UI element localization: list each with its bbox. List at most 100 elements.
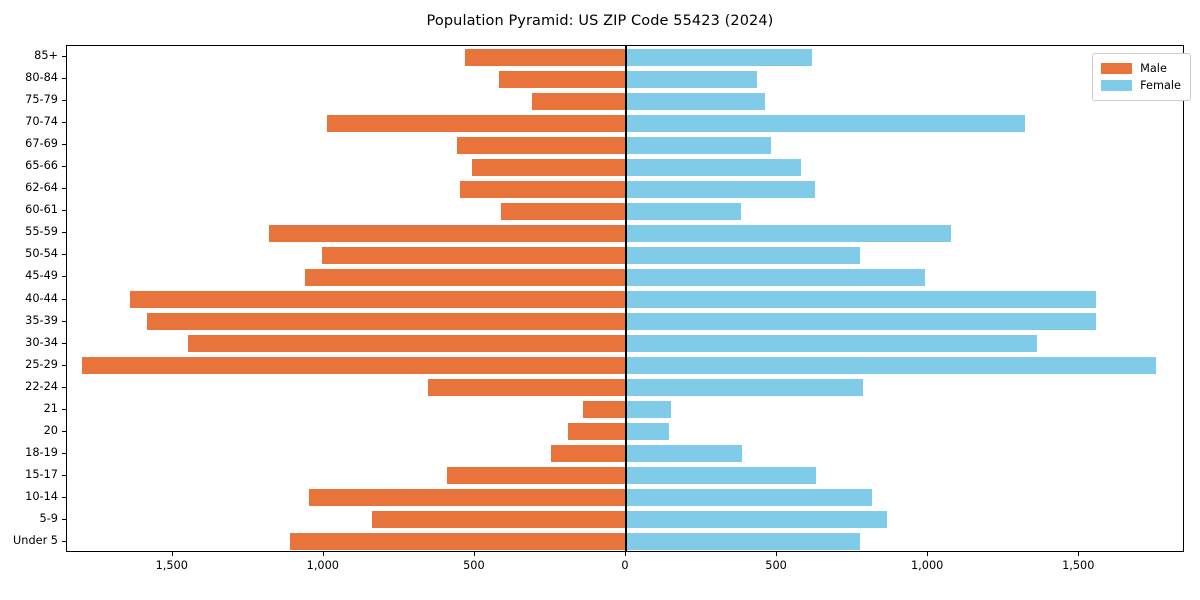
bar-female-15-17 — [626, 467, 817, 485]
y-tick-label-85+: 85+ — [34, 49, 58, 63]
bar-female-Under 5 — [626, 533, 861, 551]
y-tick-label-15-17: 15-17 — [25, 467, 58, 481]
bar-male-Under 5 — [289, 533, 626, 551]
bar-female-75-79 — [626, 92, 765, 110]
bar-male-60-61 — [500, 202, 626, 220]
x-tick-label-1000: 1,000 — [306, 559, 339, 572]
bar-male-30-34 — [187, 335, 626, 353]
y-tick-label-30-34: 30-34 — [25, 335, 58, 349]
bar-female-50-54 — [626, 246, 861, 264]
bar-male-62-64 — [459, 180, 626, 198]
y-tick-mark — [62, 144, 66, 146]
bar-female-45-49 — [626, 268, 926, 286]
bar-female-5-9 — [626, 511, 888, 529]
bar-male-25-29 — [82, 357, 626, 375]
legend-swatch-male — [1101, 63, 1133, 74]
y-tick-label-50-54: 50-54 — [25, 247, 58, 261]
y-tick-mark — [62, 342, 66, 344]
bar-female-35-39 — [626, 313, 1097, 331]
y-tick-label-70-74: 70-74 — [25, 115, 58, 129]
x-tick-mark — [927, 552, 929, 556]
x-tick-mark — [776, 552, 778, 556]
x-tick-label-0: 0 — [621, 559, 629, 572]
y-tick-mark — [62, 496, 66, 498]
bar-female-25-29 — [626, 357, 1157, 375]
y-tick-mark — [62, 474, 66, 476]
legend-item-male[interactable]: Male — [1101, 60, 1181, 77]
y-tick-mark — [62, 276, 66, 278]
x-tick-mark — [473, 552, 475, 556]
plot-area — [66, 45, 1184, 552]
bar-male-18-19 — [551, 445, 626, 463]
y-tick-label-55-59: 55-59 — [25, 225, 58, 239]
y-tick-mark — [62, 100, 66, 102]
y-tick-label-67-69: 67-69 — [25, 137, 58, 151]
bar-female-22-24 — [626, 379, 863, 397]
legend-label-male: Male — [1140, 62, 1167, 75]
x-tick-label-1000: 1,000 — [910, 559, 944, 572]
bar-male-75-79 — [532, 92, 626, 110]
bar-male-21 — [582, 401, 626, 419]
y-tick-mark — [62, 452, 66, 454]
y-tick-mark — [62, 122, 66, 124]
bar-male-10-14 — [309, 489, 626, 507]
y-tick-mark — [62, 518, 66, 520]
x-tick-label-1500: 1,500 — [155, 559, 188, 572]
y-tick-mark — [62, 56, 66, 58]
bar-male-65-66 — [471, 158, 626, 176]
y-tick-label-62-64: 62-64 — [25, 181, 58, 195]
y-tick-label-22-24: 22-24 — [25, 379, 58, 393]
y-tick-mark — [62, 430, 66, 432]
y-tick-mark — [62, 166, 66, 168]
y-tick-label-20: 20 — [43, 423, 58, 437]
legend-label-female: Female — [1140, 79, 1181, 92]
y-tick-mark — [62, 364, 66, 366]
y-tick-mark — [62, 254, 66, 256]
bars-container — [67, 46, 1183, 551]
y-tick-mark — [62, 232, 66, 234]
bar-female-20 — [626, 423, 670, 441]
bar-female-67-69 — [626, 136, 772, 154]
bar-male-70-74 — [326, 114, 626, 132]
bar-female-85+ — [626, 48, 812, 66]
bar-male-85+ — [464, 48, 626, 66]
bar-male-5-9 — [372, 511, 626, 529]
y-tick-mark — [62, 188, 66, 190]
bar-male-40-44 — [130, 291, 626, 308]
y-tick-mark — [62, 408, 66, 410]
bar-male-55-59 — [268, 224, 626, 242]
y-tick-label-5-9: 5-9 — [39, 511, 58, 525]
bar-female-30-34 — [626, 335, 1037, 353]
bar-female-60-61 — [626, 202, 741, 220]
x-tick-mark — [171, 552, 173, 556]
bar-female-62-64 — [626, 180, 815, 198]
x-tick-mark — [1078, 552, 1080, 556]
bar-female-18-19 — [626, 445, 743, 463]
y-tick-label-25-29: 25-29 — [25, 357, 58, 371]
x-tick-label-1500: 1,500 — [1062, 559, 1095, 572]
y-tick-label-35-39: 35-39 — [25, 313, 58, 327]
bar-male-67-69 — [456, 136, 626, 154]
zero-axis-line — [625, 46, 627, 551]
chart-legend: Male Female — [1092, 53, 1191, 101]
bar-female-80-84 — [626, 70, 757, 88]
y-tick-mark — [62, 320, 66, 322]
bar-female-40-44 — [626, 291, 1097, 308]
x-tick-mark — [625, 552, 626, 556]
bar-female-55-59 — [626, 224, 951, 242]
page-title: Population Pyramid: US ZIP Code 55423 (2… — [426, 13, 774, 29]
y-tick-label-Under 5: Under 5 — [13, 533, 58, 547]
y-tick-mark — [62, 78, 66, 80]
y-tick-label-40-44: 40-44 — [25, 291, 58, 305]
bar-male-20 — [567, 423, 626, 441]
bar-female-70-74 — [626, 114, 1026, 132]
y-tick-mark — [62, 210, 66, 212]
x-tick-label-500: 500 — [765, 559, 787, 572]
y-tick-label-21: 21 — [43, 401, 58, 415]
legend-item-female[interactable]: Female — [1101, 77, 1181, 94]
bar-male-80-84 — [499, 70, 626, 88]
y-tick-label-60-61: 60-61 — [25, 203, 58, 217]
bar-male-50-54 — [322, 246, 626, 264]
y-tick-label-65-66: 65-66 — [25, 159, 58, 173]
